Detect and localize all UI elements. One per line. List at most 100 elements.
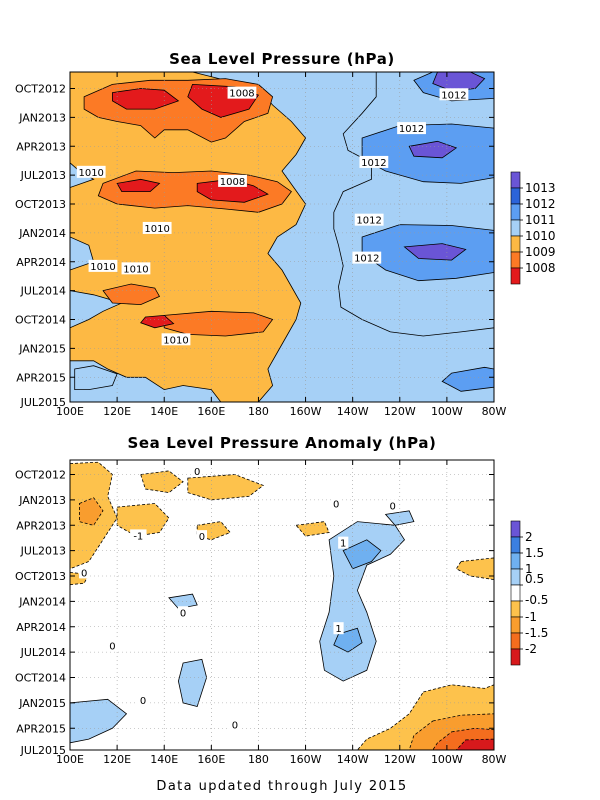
contour-region [74, 365, 118, 390]
contour-label: 1008 [218, 174, 247, 188]
colorbar-box [510, 171, 521, 189]
contour-label: 1010 [76, 165, 106, 179]
contour-region [177, 658, 208, 707]
svg-text:1012: 1012 [399, 124, 424, 135]
colorbar-box [510, 568, 521, 586]
x-tick-label: 120W [384, 753, 416, 766]
colorbar-label: 1009 [525, 245, 556, 259]
y-tick-label: JAN2015 [18, 697, 66, 710]
y-tick-label: JUL2013 [20, 169, 66, 182]
colorbar-box [510, 600, 521, 618]
colorbar: 2 1.5 10.5 -0.5 -1 -1.5 -2 [510, 520, 548, 666]
colorbar-box [510, 552, 521, 570]
panel-2: Sea Level Pressure Anomaly (hPa)00 000000… [15, 434, 548, 766]
y-tick-label: JUL2015 [20, 744, 66, 757]
x-tick-label: 120E [103, 405, 131, 418]
contour-label: 0 [137, 693, 149, 707]
svg-text:1012: 1012 [356, 216, 381, 227]
x-tick-label: 80W [482, 753, 507, 766]
svg-text:1: 1 [335, 624, 341, 635]
x-tick-label: 160W [290, 753, 322, 766]
svg-text:0: 0 [333, 500, 339, 511]
svg-text:1008: 1008 [220, 177, 245, 188]
svg-text:0: 0 [81, 568, 87, 579]
contour-region [116, 178, 161, 192]
x-tick-label: 140W [337, 405, 369, 418]
y-tick-label: JAN2013 [18, 111, 66, 124]
panel-1: Sea Level Pressure (hPa) 1008 1008 1010 1010… [15, 50, 556, 418]
y-tick-label: OCT2013 [15, 198, 66, 211]
contour-label: 0 [229, 718, 240, 732]
chart-title: Sea Level Pressure Anomaly (hPa) [127, 434, 436, 452]
colorbar-box [510, 584, 521, 602]
colorbar-box [510, 235, 521, 253]
y-tick-label: JAN2014 [18, 595, 66, 608]
contour-label: 1008 [227, 86, 257, 100]
x-tick-label: 140W [337, 753, 369, 766]
x-tick-label: 160W [290, 405, 322, 418]
y-tick-label: JAN2013 [18, 494, 66, 507]
plot-area: 0 0 0 0 0 0 0 0 0 -1 1 1 [70, 460, 494, 750]
svg-text:1010: 1010 [163, 335, 188, 346]
svg-text:1010: 1010 [78, 168, 103, 179]
svg-text:0: 0 [194, 467, 200, 478]
svg-text:1008: 1008 [229, 89, 254, 100]
svg-text:0: 0 [109, 642, 115, 653]
svg-text:1010: 1010 [123, 264, 148, 275]
x-tick-label: 140E [150, 753, 178, 766]
contour-region [441, 366, 494, 392]
svg-text:1012: 1012 [361, 158, 386, 169]
x-tick-label: 160E [197, 405, 225, 418]
contour-region [384, 510, 415, 526]
colorbar-box [510, 203, 521, 221]
contour-region [432, 72, 486, 92]
colorbar-label: 1011 [525, 213, 556, 227]
contour-region [116, 503, 170, 537]
svg-text:1010: 1010 [90, 262, 115, 273]
colorbar-box [510, 219, 521, 237]
contour-region [102, 283, 161, 306]
contour-label: 1012 [359, 155, 389, 169]
colorbar-box [510, 267, 521, 285]
colorbar-box [510, 251, 521, 269]
colorbar-box [510, 536, 521, 554]
x-tick-label: 120E [103, 753, 131, 766]
contour-label: 0 [177, 606, 189, 619]
contour-label: 1010 [88, 259, 118, 273]
contour-region [408, 140, 458, 159]
footer-note: Data updated through July 2015 [156, 779, 407, 794]
contour-region [342, 539, 382, 570]
contour-label: 0 [331, 497, 342, 511]
contour-region [140, 470, 184, 494]
y-tick-label: JAN2015 [18, 342, 66, 355]
contour-label: 1012 [439, 88, 469, 101]
y-tick-label: APR2015 [16, 371, 66, 384]
x-tick-label: 100E [56, 405, 84, 418]
contour-region [403, 243, 467, 261]
y-tick-label: OCT2012 [15, 469, 66, 482]
colorbar-label: 1 [525, 562, 533, 576]
colorbar-label: 1012 [525, 197, 556, 211]
y-tick-label: OCT2012 [15, 83, 66, 96]
x-tick-label: 100W [431, 405, 463, 418]
svg-text:1012: 1012 [354, 254, 379, 265]
colorbar-label: -2 [525, 642, 537, 656]
y-tick-label: APR2013 [16, 140, 66, 153]
x-tick-label: 100W [431, 753, 463, 766]
y-tick-label: APR2014 [16, 621, 66, 634]
contour-label: 0 [192, 464, 203, 478]
contour-label: 1 [338, 536, 349, 550]
plot-frame [69, 71, 495, 403]
colorbar: 1013 1012 1011 1010 1009 1008 [510, 171, 556, 285]
x-tick-label: 160E [197, 753, 225, 766]
y-tick-label: OCT2014 [15, 314, 66, 327]
contour-region [295, 521, 330, 537]
contour-label: -1 [130, 529, 147, 542]
contour-label: 1012 [397, 122, 426, 135]
colorbar-box [510, 616, 521, 634]
contour-label: 1012 [354, 213, 384, 227]
svg-text:1010: 1010 [144, 224, 169, 235]
svg-text:0: 0 [180, 608, 186, 619]
